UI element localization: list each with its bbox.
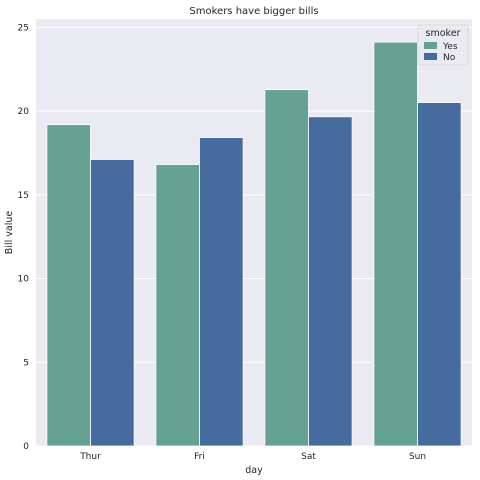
x-tick-label: Sat [301,452,316,462]
bars [46,41,462,447]
bar-yes-fri [155,164,200,447]
legend-swatch-yes [424,42,437,49]
bar-yes-thur [46,124,91,447]
bar-no-sat [308,116,353,447]
bar-no-sun [417,102,462,447]
y-axis-ticks: 0 5 10 15 20 25 [18,23,30,452]
bar-no-fri [199,137,244,447]
y-tick-label: 5 [23,358,29,368]
legend-title: smoker [426,28,461,39]
y-tick-label: 10 [18,275,30,285]
y-axis-title: Bill value [4,211,15,255]
x-tick-label: Sun [409,452,426,462]
legend-swatch-no [424,53,437,60]
bar-yes-sun [373,41,418,447]
y-tick-label: 25 [18,23,29,33]
bar-yes-sat [264,89,309,447]
y-tick-label: 0 [23,442,29,452]
x-axis-title: day [245,465,263,476]
y-tick-label: 15 [18,191,29,201]
y-tick-label: 20 [18,107,30,117]
x-tick-label: Thur [79,452,101,462]
x-tick-label: Fri [194,452,205,462]
legend-label-yes: Yes [442,42,458,52]
legend-label-no: No [443,53,456,63]
bar-no-thur [90,159,135,447]
chart-title: Smokers have bigger bills [189,6,318,17]
x-axis-ticks: Thur Fri Sat Sun [79,452,426,462]
